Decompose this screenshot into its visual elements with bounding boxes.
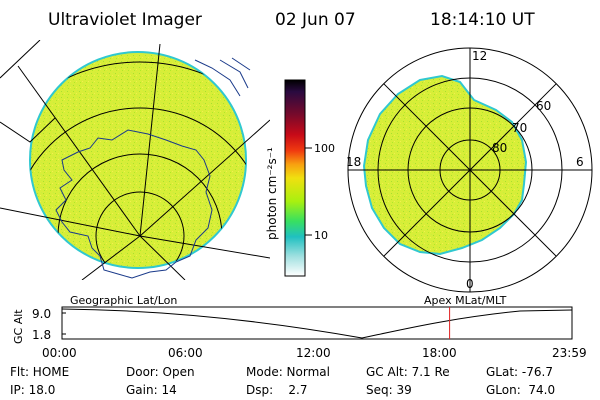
status-flight: Flt: HOME <box>10 365 69 379</box>
instrument-title: Ultraviolet Imager <box>48 10 202 30</box>
colorbar: 100 10 photon cm⁻²s⁻¹ <box>265 79 335 277</box>
mlt-label-6: 6 <box>576 155 584 169</box>
timeline-ylabel: GC Alt <box>12 309 25 344</box>
mlat-label-70: 70 <box>512 121 527 135</box>
colorbar-unit-label: photon cm⁻²s⁻¹ <box>265 147 279 240</box>
mlt-label-18: 18 <box>346 155 361 169</box>
magnetic-coords-label: Apex MLat/MLT <box>424 294 507 307</box>
mlat-label-80: 80 <box>492 141 507 155</box>
status-ip: IP: 18.0 <box>10 383 55 397</box>
timeline-ytick-1-8: 1.8 <box>32 328 51 342</box>
status-glat: GLat: -76.7 <box>486 365 553 379</box>
lat-circle <box>30 107 246 268</box>
timeline-ytick-9: 9.0 <box>32 307 51 321</box>
meridian-line <box>0 207 141 237</box>
colorbar-tick-100: 100 <box>314 142 335 155</box>
status-gain: Gain: 14 <box>126 383 177 397</box>
meridian-line <box>139 43 161 237</box>
mlt-line <box>383 83 557 257</box>
lat-circle <box>30 61 246 268</box>
colorbar-scale <box>284 79 306 277</box>
meridian-line <box>139 235 186 280</box>
image-time: 18:14:10 UT <box>430 10 535 30</box>
mlt-label-12: 12 <box>472 49 487 63</box>
polar-image-panel: 12 18 6 0 60 70 80 <box>346 47 593 293</box>
coastline <box>194 57 251 97</box>
colorbar-tick-10: 10 <box>314 229 328 242</box>
meridian-line <box>139 119 270 237</box>
geographic-image-panel <box>0 40 270 280</box>
timeline-xtick-0000: 00:00 <box>42 346 77 360</box>
altitude-curve <box>61 308 573 339</box>
lat-circle <box>95 191 185 268</box>
frame-edge <box>0 117 56 143</box>
timeline-xtick-0600: 06:00 <box>168 346 203 360</box>
meridian-line <box>139 235 270 259</box>
timeline-xtick-1200: 12:00 <box>296 346 331 360</box>
status-dsp: Dsp: 2.7 <box>246 383 308 397</box>
status-mode: Mode: Normal <box>246 365 330 379</box>
meridian-line <box>81 235 141 280</box>
meridian-line <box>17 65 141 237</box>
emission-region-right <box>362 74 528 256</box>
status-panel: Flt: HOME Door: Open Mode: Normal GC Alt… <box>10 365 555 397</box>
timeline-xtick-1800: 18:00 <box>422 346 457 360</box>
status-gc-alt: GC Alt: 7.1 Re <box>366 365 450 379</box>
emission-disk-left <box>29 51 247 269</box>
mlt-label-0: 0 <box>466 277 474 291</box>
image-date: 02 Jun 07 <box>275 10 356 30</box>
altitude-timeline: GC Alt 9.0 1.8 00:00 06:00 12:00 18:00 2… <box>12 306 587 360</box>
status-door: Door: Open <box>126 365 195 379</box>
status-seq: Seq: 39 <box>366 383 412 397</box>
timeline-frame <box>61 306 573 340</box>
geographic-coords-label: Geographic Lat/Lon <box>70 294 177 307</box>
timeline-xtick-2359: 23:59 <box>552 346 587 360</box>
frame-edge <box>0 40 41 79</box>
mlat-label-60: 60 <box>536 99 551 113</box>
coastline <box>55 129 213 279</box>
status-glon: GLon: 74.0 <box>486 383 555 397</box>
